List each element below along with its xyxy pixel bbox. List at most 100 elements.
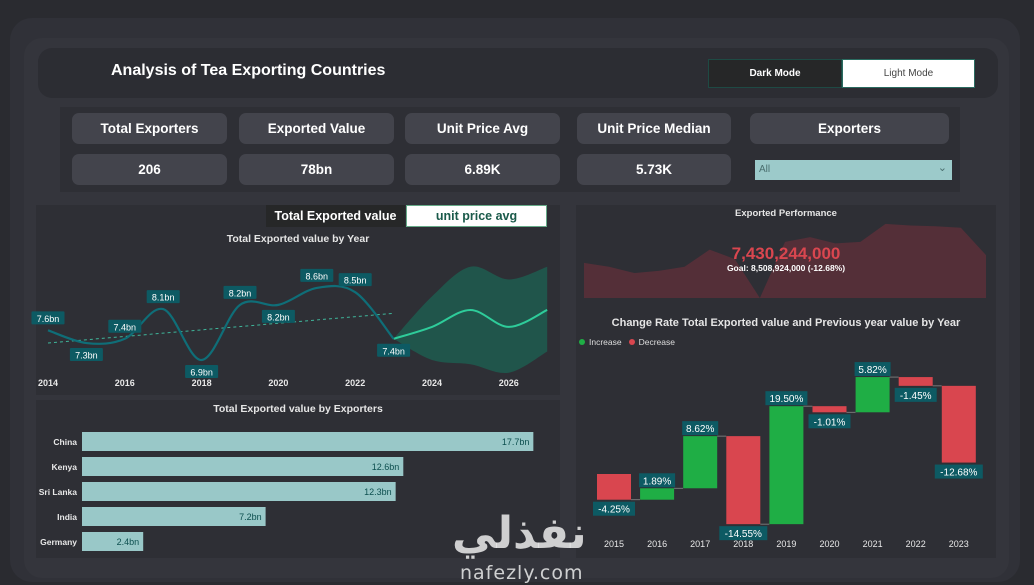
x-tick-label: 2016 bbox=[115, 378, 135, 388]
data-label-bg bbox=[31, 311, 65, 325]
data-label-bg bbox=[765, 391, 808, 406]
x-tick-label: 2018 bbox=[192, 378, 212, 388]
waterfall-bar bbox=[812, 406, 847, 413]
waterfall-bar bbox=[855, 377, 890, 413]
light-mode-button[interactable]: Light Mode bbox=[842, 59, 975, 88]
waterfall-title: Change Rate Total Exported value and Pre… bbox=[611, 317, 961, 329]
data-label-bg bbox=[185, 365, 219, 378]
bar bbox=[82, 482, 396, 501]
legend-decrease: Decrease bbox=[638, 337, 675, 347]
waterfall-bar bbox=[726, 436, 761, 525]
data-label-bg bbox=[338, 273, 372, 287]
bar-chart-title: Total Exported value by Exporters bbox=[213, 403, 383, 415]
kpi-value-unit-price-avg: 6.89K bbox=[405, 154, 560, 185]
waterfall-bar bbox=[769, 406, 804, 525]
x-tick-label: 2022 bbox=[906, 539, 926, 549]
kpi-label-unit-price-median: Unit Price Median bbox=[577, 113, 731, 144]
decrease-legend-icon bbox=[628, 339, 635, 345]
bar bbox=[82, 432, 534, 451]
watermark-logo-latin: nafezly.com bbox=[460, 562, 584, 584]
trend-line bbox=[47, 312, 394, 344]
waterfall-bar bbox=[898, 377, 933, 386]
category-label: Germany bbox=[40, 537, 77, 547]
increase-legend-icon bbox=[579, 339, 585, 345]
unit-price-avg-toggle[interactable]: unit price avg bbox=[406, 205, 547, 227]
kpi-label-total-exporters: Total Exporters bbox=[72, 113, 227, 144]
data-label: 7.3bn bbox=[75, 351, 98, 361]
category-label: Kenya bbox=[51, 462, 77, 472]
kpi-label-exported-value: Exported Value bbox=[239, 113, 394, 144]
x-tick-label: 2017 bbox=[690, 539, 710, 549]
data-label: 8.2bn bbox=[267, 312, 290, 322]
data-label-bg bbox=[261, 309, 295, 323]
line-chart-title: Total Exported value by Year bbox=[226, 233, 370, 245]
legend-increase: Increase bbox=[589, 337, 622, 347]
kpi-value-total-exporters: 206 bbox=[72, 154, 227, 185]
data-label: 7.4bn bbox=[382, 346, 405, 356]
data-label-bg bbox=[377, 343, 411, 357]
x-tick-label: 2014 bbox=[38, 378, 58, 388]
x-tick-label: 2026 bbox=[499, 378, 519, 388]
exporters-filter-label: Exporters bbox=[750, 113, 949, 144]
data-label-bg bbox=[300, 268, 334, 282]
exporters-dropdown[interactable]: All ⌄ bbox=[755, 160, 952, 180]
data-label: 1.89% bbox=[643, 476, 671, 487]
waterfall-bar bbox=[640, 488, 675, 500]
data-label: 7.2bn bbox=[239, 512, 262, 522]
x-tick-label: 2021 bbox=[863, 539, 883, 549]
x-tick-label: 2018 bbox=[733, 539, 753, 549]
data-label: 6.9bn bbox=[190, 368, 213, 378]
data-label-bg bbox=[223, 285, 257, 299]
waterfall-legend: Increase Decrease bbox=[579, 337, 675, 347]
category-label: India bbox=[57, 512, 77, 522]
performance-value: 7,430,244,000 bbox=[731, 244, 841, 263]
data-label: 5.82% bbox=[858, 365, 886, 376]
data-label-bg bbox=[854, 362, 891, 377]
kpi-value-exported-value: 78bn bbox=[239, 154, 394, 185]
data-label-bg bbox=[108, 319, 142, 333]
bar bbox=[82, 457, 404, 476]
data-label: -14.55% bbox=[725, 529, 762, 540]
forecast-line bbox=[393, 308, 548, 340]
waterfall-bar bbox=[597, 474, 631, 500]
data-label: 8.5bn bbox=[344, 276, 367, 286]
dark-mode-button[interactable]: Dark Mode bbox=[708, 59, 842, 88]
performance-goal: Goal: 8,508,924,000 (-12.68%) bbox=[726, 263, 846, 273]
data-label: -1.45% bbox=[900, 391, 932, 402]
data-label: 8.1bn bbox=[152, 293, 175, 303]
data-label: 8.2bn bbox=[229, 288, 252, 298]
data-label: -4.25% bbox=[598, 505, 630, 516]
data-label-bg bbox=[593, 501, 635, 516]
data-label: 2.4bn bbox=[117, 537, 140, 547]
data-label-bg bbox=[682, 421, 719, 436]
sparkline-area bbox=[584, 223, 986, 298]
page-title: Analysis of Tea Exporting Countries bbox=[111, 62, 386, 79]
data-label: 7.4bn bbox=[114, 322, 137, 332]
x-tick-label: 2023 bbox=[949, 539, 969, 549]
x-tick-label: 2024 bbox=[422, 378, 442, 388]
data-label-bg bbox=[719, 526, 768, 541]
data-label-bg bbox=[69, 348, 103, 362]
series-line bbox=[47, 284, 395, 362]
performance-title: Exported Performance bbox=[735, 208, 837, 219]
x-tick-label: 2020 bbox=[268, 378, 288, 388]
category-label: China bbox=[53, 437, 77, 447]
bar bbox=[82, 507, 266, 526]
x-tick-label: 2016 bbox=[647, 539, 667, 549]
data-label-bg bbox=[934, 464, 983, 479]
data-label: 8.62% bbox=[686, 424, 714, 435]
data-label: 19.50% bbox=[769, 394, 803, 405]
total-exported-value-toggle[interactable]: Total Exported value bbox=[266, 205, 405, 227]
waterfall-bar bbox=[683, 436, 718, 489]
data-label: 17.7bn bbox=[502, 437, 530, 447]
bar-chart-panel bbox=[36, 400, 560, 558]
data-label: 12.3bn bbox=[364, 487, 392, 497]
chevron-down-icon: ⌄ bbox=[937, 162, 947, 174]
x-tick-label: 2015 bbox=[604, 539, 624, 549]
data-label: -12.68% bbox=[940, 468, 977, 479]
x-tick-label: 2019 bbox=[776, 539, 796, 549]
bar bbox=[82, 532, 144, 551]
